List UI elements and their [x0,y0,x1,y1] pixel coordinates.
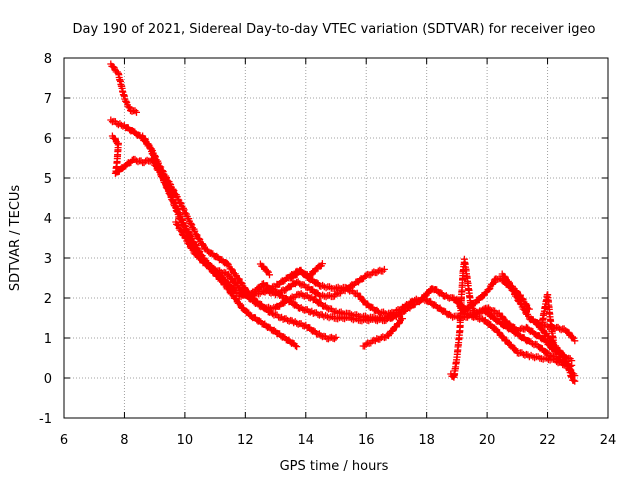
x-tick-label: 20 [479,433,496,448]
y-tick-label: 6 [44,132,52,147]
x-tick-label: 18 [418,433,435,448]
plot-frame [63,57,609,419]
series-track-3 [108,132,301,351]
data-points [107,60,579,385]
marker-trail [235,280,576,370]
x-tick-label: 14 [298,433,315,448]
y-tick-label: 8 [44,52,52,67]
series-track-8 [287,260,326,282]
chart-title: Day 190 of 2021, Sidereal Day-to-day VTE… [73,22,596,37]
y-tick-label: -1 [39,412,52,427]
x-axis-label: GPS time / hours [280,459,389,474]
x-tick-label: 24 [600,433,617,448]
y-tick-label: 7 [44,92,52,107]
y-tick-label: 0 [44,372,52,387]
marker-trail [287,260,326,282]
marker-trail [107,60,140,116]
grid [64,58,608,418]
series-track-10 [359,315,406,350]
y-tick-label: 5 [44,172,52,187]
series-track-13 [498,270,533,313]
series-track-9 [256,260,273,279]
marker-trail [447,255,579,381]
marker-trail [260,265,388,301]
y-axis-label: SDTVAR / TECUs [8,185,23,292]
marker-trail [256,260,273,279]
y-tick-label: 3 [44,252,52,267]
marker-trail [108,132,301,351]
x-tick-label: 16 [358,433,375,448]
x-tick-label: 22 [539,433,556,448]
marker-trail [359,315,406,350]
series-track-1 [107,60,140,116]
y-tick-label: 1 [44,332,52,347]
y-tick-label: 4 [44,212,52,227]
marker-trail [538,291,558,347]
x-tick-label: 8 [120,433,128,448]
x-tick-label: 10 [177,433,194,448]
y-tick-label: 2 [44,292,52,307]
marker-trail [498,270,533,313]
series-track-15 [538,291,558,347]
x-tick-label: 6 [60,433,68,448]
x-tick-label: 12 [237,433,254,448]
series-track-7 [260,265,388,301]
series-track-11 [447,255,579,381]
series-track-6 [235,280,576,370]
